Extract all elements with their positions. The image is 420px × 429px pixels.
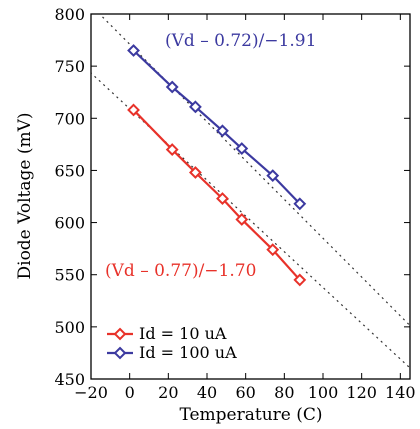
data-point <box>127 103 140 117</box>
y-axis-label: Diode Voltage (mV) <box>15 112 35 279</box>
series-line-0 <box>132 109 301 281</box>
equation-annotation: (Vd – 0.77)/−1.70 <box>105 261 256 281</box>
data-point <box>293 197 307 211</box>
data-point <box>266 243 280 257</box>
equation-annotation: (Vd – 0.72)/−1.91 <box>165 31 316 51</box>
x-tick-label: 140 <box>385 383 416 402</box>
data-point <box>188 166 202 179</box>
data-point <box>188 100 202 114</box>
data-point <box>216 192 229 206</box>
x-tick-label: 20 <box>158 383 178 402</box>
legend-marker <box>113 327 127 341</box>
x-axis-label: Temperature (C) <box>179 405 322 425</box>
data-point <box>235 142 249 155</box>
y-tick-label: 600 <box>54 214 85 233</box>
data-point <box>165 143 179 156</box>
x-tick-label: 60 <box>235 383 255 402</box>
x-tick-label: 100 <box>308 383 339 402</box>
legend-label: Id = 10 uA <box>139 324 227 343</box>
x-tick-label: 0 <box>125 383 135 402</box>
data-point <box>216 124 229 138</box>
data-point <box>165 80 179 94</box>
y-tick-label: 750 <box>54 57 85 76</box>
fit-line <box>91 72 410 369</box>
data-point <box>293 273 307 287</box>
y-tick-label: 550 <box>54 266 85 285</box>
y-tick-label: 500 <box>54 318 85 337</box>
data-point <box>127 44 140 57</box>
y-tick-label: 450 <box>54 370 85 389</box>
legend-marker <box>113 346 127 360</box>
data-point <box>235 213 249 226</box>
y-tick-label: 650 <box>54 161 85 180</box>
data-point <box>266 169 280 183</box>
series-line-1 <box>132 49 301 205</box>
y-tick-label: 700 <box>54 109 85 128</box>
legend-label: Id = 100 uA <box>139 343 237 362</box>
x-tick-label: −20 <box>74 383 108 402</box>
plot-frame <box>90 13 411 380</box>
x-tick-label: 40 <box>197 383 217 402</box>
x-tick-label: 120 <box>346 383 377 402</box>
x-tick-label: 80 <box>274 383 294 402</box>
y-tick-label: 800 <box>54 5 85 24</box>
